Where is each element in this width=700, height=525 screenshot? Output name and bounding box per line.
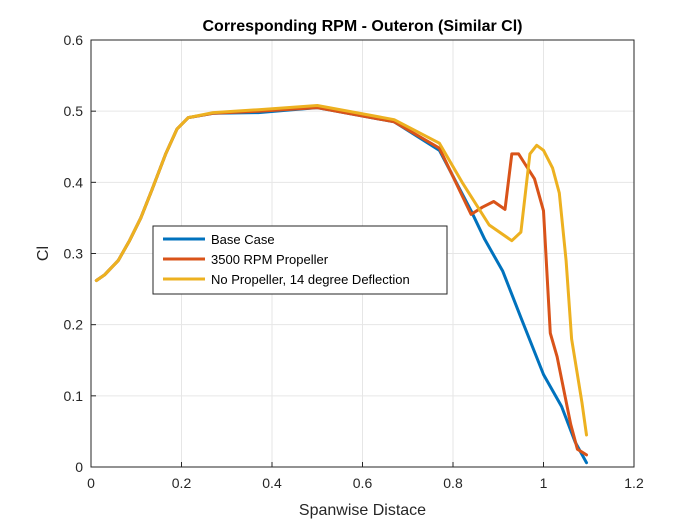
x-tick-label: 1: [540, 475, 548, 491]
legend-entry: 3500 RPM Propeller: [211, 252, 329, 267]
legend-entry: No Propeller, 14 degree Deflection: [211, 272, 410, 287]
ticks-group: 0 0.2 0.4 0.6 0.8 1 1.2 0 0.1 0.2 0.3 0.4 0.5 0.6: [64, 32, 644, 491]
x-axis-label: Spanwise Distace: [299, 502, 426, 519]
y-tick-label: 0: [75, 459, 83, 475]
y-tick-label: 0.3: [64, 246, 84, 262]
y-tick-label: 0.6: [64, 32, 84, 48]
y-tick-label: 0.2: [64, 317, 84, 333]
x-tick-label: 0.4: [262, 475, 282, 491]
x-tick-label: 0.6: [353, 475, 373, 491]
x-tick-label: 0: [87, 475, 95, 491]
series-group: [94, 104, 588, 465]
y-axis-label: Cl: [35, 246, 52, 261]
y-tick-label: 0.5: [64, 103, 84, 119]
chart-title: Corresponding RPM - Outeron (Similar Cl): [202, 18, 522, 35]
x-tick-label: 0.2: [172, 475, 192, 491]
series-line-3: [94, 104, 588, 437]
x-tick-label: 1.2: [624, 475, 644, 491]
legend-entry: Base Case: [211, 232, 275, 247]
legend: Base Case 3500 RPM Propeller No Propeller,…: [152, 225, 448, 295]
y-tick-label: 0.1: [64, 388, 84, 404]
y-tick-label: 0.4: [64, 174, 84, 190]
x-tick-label: 0.8: [443, 475, 463, 491]
